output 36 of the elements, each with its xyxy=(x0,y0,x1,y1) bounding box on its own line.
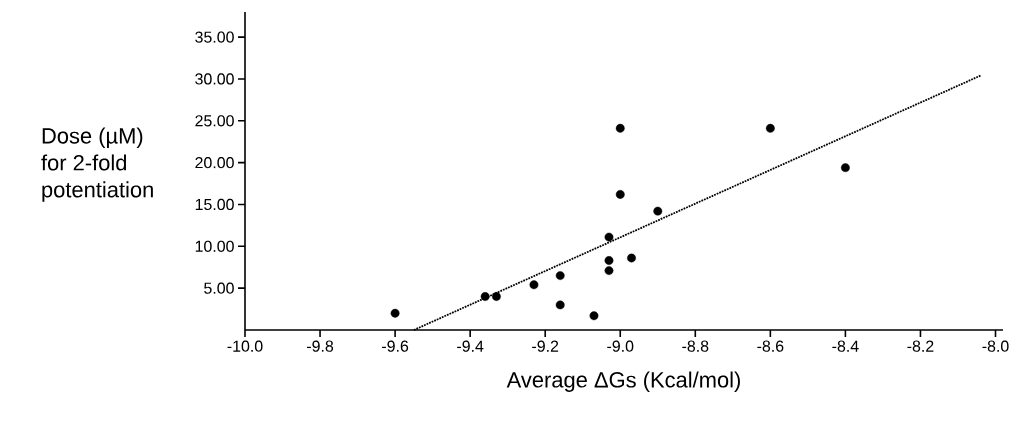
x-tick-label: -8.0 xyxy=(982,340,1009,352)
x-axis-title: Average ΔGs (Kcal/mol) xyxy=(506,371,740,392)
point xyxy=(765,123,775,133)
point xyxy=(604,256,614,265)
y-tick-label: 35.00 xyxy=(195,31,234,43)
x-tick-label: -8.2 xyxy=(907,340,934,352)
x-tick-label: -9.6 xyxy=(382,340,409,352)
point xyxy=(627,253,636,263)
point xyxy=(390,308,400,318)
x-tick-label: -9.0 xyxy=(607,340,634,352)
point xyxy=(604,266,614,275)
point xyxy=(841,163,850,173)
y-tick-label: 25.00 xyxy=(195,115,234,127)
x-tick-label: -9.2 xyxy=(532,340,559,352)
x-tick-label: -8.8 xyxy=(682,340,709,352)
x-tick-label: -8.4 xyxy=(832,340,859,352)
y-tick-label: 30.00 xyxy=(195,73,234,85)
y-tick-label: 10.00 xyxy=(195,240,234,252)
point xyxy=(555,271,565,280)
point xyxy=(492,292,501,301)
x-tick-label: -8.6 xyxy=(757,340,784,352)
x-tick-label: -10.0 xyxy=(227,340,263,352)
x-tick-label: -9.4 xyxy=(457,340,484,352)
point xyxy=(589,311,599,321)
point xyxy=(529,280,539,290)
y-tick-label: 15.00 xyxy=(195,198,234,211)
point xyxy=(615,123,625,133)
point xyxy=(480,292,490,301)
y-tick-label: 5.00 xyxy=(204,282,234,294)
y-tick-label: 20.00 xyxy=(195,156,234,169)
y-axis-title: Dose (µM) for 2-fold potentiation xyxy=(41,127,153,202)
point xyxy=(555,300,565,310)
point xyxy=(653,206,663,216)
point xyxy=(604,232,614,242)
point xyxy=(615,190,625,199)
x-tick-label: -9.8 xyxy=(307,340,334,352)
